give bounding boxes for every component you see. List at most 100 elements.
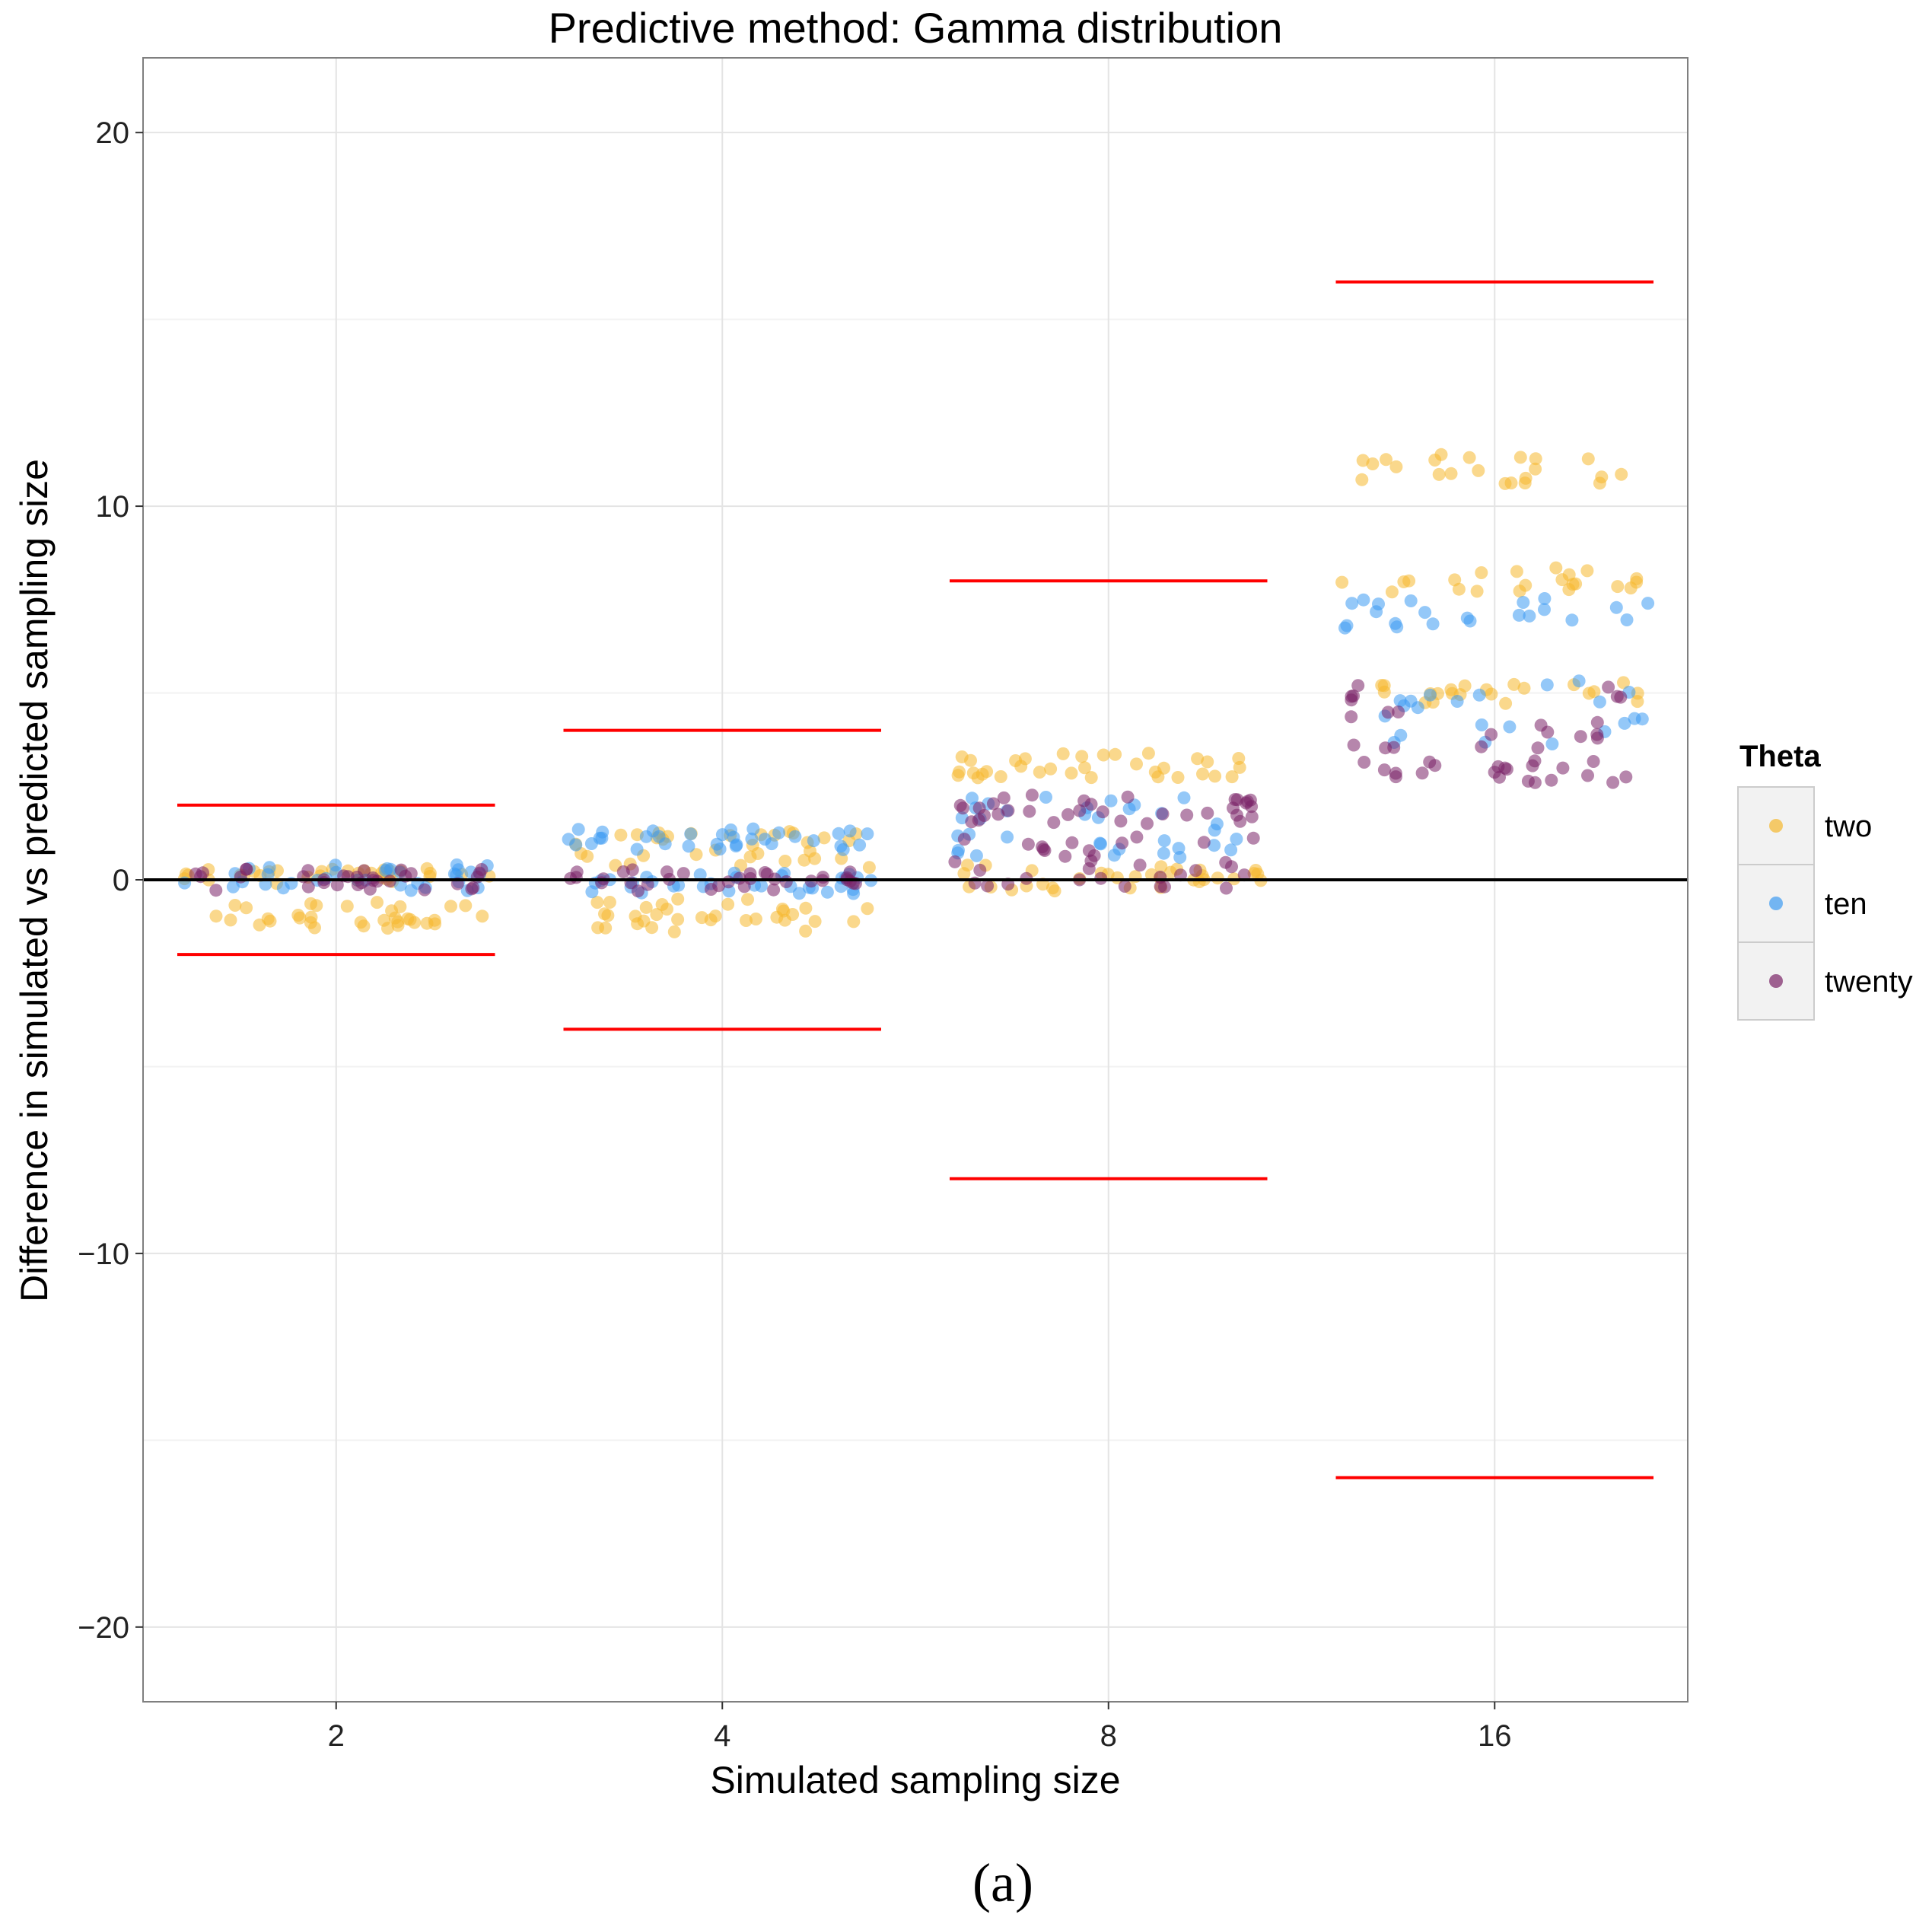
data-point-twenty xyxy=(1096,805,1109,819)
data-point-two xyxy=(1513,585,1526,598)
data-point-ten xyxy=(1094,837,1107,851)
data-point-two xyxy=(1084,771,1098,785)
data-point-twenty xyxy=(991,808,1005,821)
data-point-twenty xyxy=(1610,690,1624,703)
data-point-two xyxy=(964,753,977,767)
data-point-ten xyxy=(1418,606,1432,620)
data-point-two xyxy=(1475,566,1488,579)
data-point-two xyxy=(1192,875,1206,888)
data-point-ten xyxy=(1593,695,1606,709)
data-point-two xyxy=(1130,757,1143,771)
data-point-twenty xyxy=(758,866,772,879)
data-point-two xyxy=(740,914,753,927)
data-point-two xyxy=(721,897,735,911)
data-point-ten xyxy=(1618,716,1631,730)
data-point-ten xyxy=(447,867,461,881)
data-point-twenty xyxy=(997,791,1011,804)
data-point-two xyxy=(1154,860,1168,874)
data-point-twenty xyxy=(418,883,431,897)
data-point-twenty xyxy=(1189,864,1202,878)
data-point-twenty xyxy=(1534,718,1548,732)
data-point-two xyxy=(599,921,613,935)
data-point-two xyxy=(1580,564,1594,578)
data-point-two xyxy=(797,853,811,867)
data-point-ten xyxy=(1540,678,1554,692)
data-point-two xyxy=(1065,766,1078,780)
data-point-twenty xyxy=(1219,855,1233,869)
data-point-two xyxy=(1448,573,1462,587)
data-point-twenty xyxy=(301,864,315,878)
data-point-ten xyxy=(639,830,653,843)
data-point-ten xyxy=(715,828,729,842)
data-point-ten xyxy=(969,849,983,862)
data-point-two xyxy=(603,896,616,909)
data-point-two xyxy=(1581,452,1595,466)
data-point-two xyxy=(1517,681,1531,695)
data-point-two xyxy=(689,848,703,862)
data-point-two xyxy=(1631,695,1644,709)
y-tick-label: −10 xyxy=(78,1238,129,1271)
legend: Theta two ten twenty xyxy=(1737,740,1913,1021)
data-point-two xyxy=(1078,761,1091,775)
data-point-twenty xyxy=(1133,858,1147,872)
data-point-two xyxy=(1529,462,1542,476)
data-point-twenty xyxy=(1065,836,1079,849)
data-point-two xyxy=(1355,473,1369,486)
data-point-ten xyxy=(727,830,740,844)
data-point-two xyxy=(1499,696,1513,710)
data-point-twenty xyxy=(676,867,690,881)
data-point-two xyxy=(340,900,354,913)
y-tick-label: 20 xyxy=(96,116,130,150)
data-point-two xyxy=(393,900,407,913)
data-point-ten xyxy=(584,837,598,850)
data-point-ten xyxy=(630,843,644,856)
data-point-ten xyxy=(834,839,848,853)
data-point-ten xyxy=(710,837,724,851)
data-point-two xyxy=(1201,755,1214,769)
data-point-two xyxy=(228,899,242,912)
data-point-twenty xyxy=(1121,790,1135,804)
data-point-ten xyxy=(682,839,695,853)
data-point-twenty xyxy=(973,863,987,877)
data-point-twenty xyxy=(1084,854,1098,868)
data-point-ten xyxy=(569,838,583,852)
data-point-two xyxy=(601,909,615,922)
data-point-ten xyxy=(1475,718,1488,731)
data-point-two xyxy=(209,909,223,923)
data-point-two xyxy=(1033,766,1046,779)
data-point-ten xyxy=(1517,596,1530,609)
data-point-ten xyxy=(1208,823,1221,837)
data-point-two xyxy=(799,901,813,915)
data-point-ten xyxy=(379,864,393,878)
data-point-ten xyxy=(1523,609,1536,623)
data-point-two xyxy=(1380,453,1393,467)
data-point-ten xyxy=(1122,802,1136,816)
data-point-two xyxy=(224,913,237,927)
data-point-twenty xyxy=(1082,844,1096,858)
data-point-two xyxy=(1141,747,1155,760)
data-point-twenty xyxy=(1047,816,1061,830)
data-point-two xyxy=(667,925,681,938)
data-point-two xyxy=(304,916,317,929)
x-axis-title: Simulated sampling size xyxy=(710,1759,1120,1801)
data-point-ten xyxy=(1572,674,1586,688)
data-point-two xyxy=(1595,470,1609,484)
data-point-twenty xyxy=(1493,770,1506,784)
data-point-two xyxy=(808,852,822,865)
chart-title: Predictive method: Gamma distribution xyxy=(549,4,1283,52)
data-point-twenty xyxy=(1156,808,1170,820)
legend-marker-twenty xyxy=(1769,974,1783,988)
data-point-ten xyxy=(772,826,786,839)
legend-label-two: two xyxy=(1825,810,1872,843)
y-tick-label: −20 xyxy=(78,1611,129,1645)
data-point-ten xyxy=(853,838,867,852)
data-point-two xyxy=(1232,752,1246,765)
data-point-twenty xyxy=(1619,770,1633,784)
data-point-two xyxy=(1109,747,1122,761)
data-point-twenty xyxy=(972,814,985,827)
data-point-two xyxy=(1504,476,1518,490)
data-point-ten xyxy=(820,885,834,899)
legend-title: Theta xyxy=(1739,740,1821,773)
data-point-two xyxy=(408,916,422,929)
